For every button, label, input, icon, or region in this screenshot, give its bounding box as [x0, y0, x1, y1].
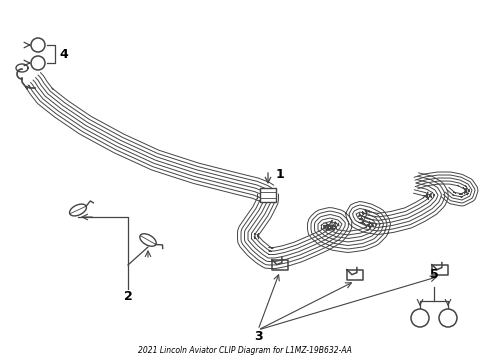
- Text: 5: 5: [430, 268, 439, 281]
- Text: 1: 1: [276, 167, 285, 180]
- Text: 2021 Lincoln Aviator CLIP Diagram for L1MZ-19B632-AA: 2021 Lincoln Aviator CLIP Diagram for L1…: [138, 346, 352, 355]
- FancyBboxPatch shape: [260, 188, 276, 202]
- Text: 3: 3: [254, 330, 262, 343]
- Circle shape: [31, 56, 45, 70]
- Text: 2: 2: [123, 290, 132, 303]
- Circle shape: [411, 309, 429, 327]
- Text: 4: 4: [59, 48, 68, 60]
- Circle shape: [31, 38, 45, 52]
- Circle shape: [439, 309, 457, 327]
